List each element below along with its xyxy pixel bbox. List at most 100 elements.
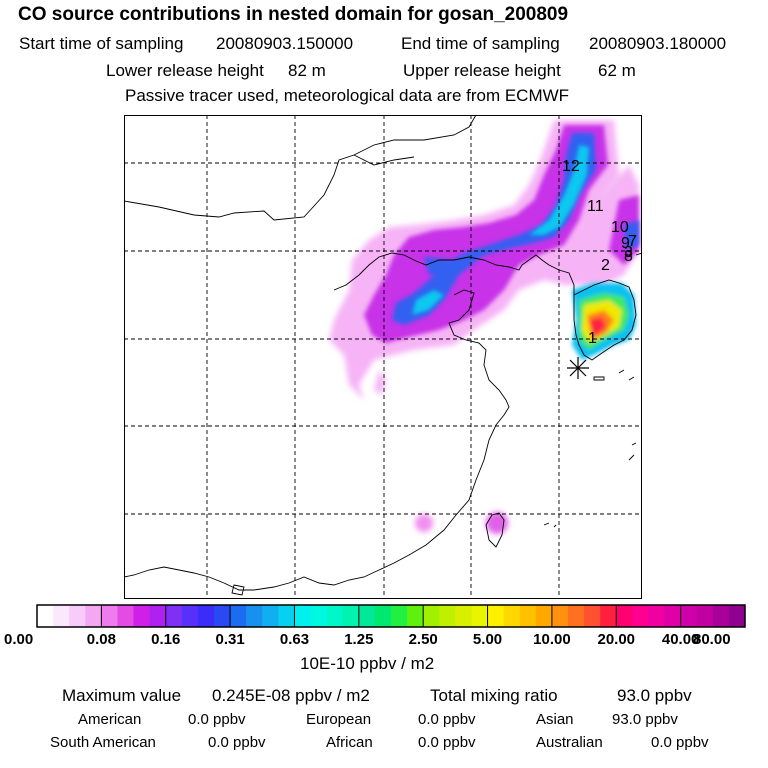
- start-time-label: Start time of sampling: [19, 34, 184, 53]
- colorbar-cell: [69, 605, 86, 627]
- colorbar-cell: [439, 605, 456, 627]
- colorbar-cell: [728, 605, 746, 627]
- region-value: 0.0 ppbv: [651, 734, 709, 751]
- colorbar-cell: [600, 605, 617, 627]
- colorbar-cell: [568, 605, 585, 627]
- colorbar-cell: [503, 605, 521, 627]
- region-name: Asian: [536, 711, 574, 728]
- trajectory-label-8: 8: [624, 248, 633, 265]
- colorbar-cell: [407, 605, 424, 627]
- region-name: South American: [50, 734, 156, 751]
- colorbar-tick-label: 5.00: [472, 631, 503, 648]
- colorbar-tick-label: 0.31: [215, 631, 245, 648]
- colorbar-cell: [262, 605, 279, 627]
- trajectory-label-12: 12: [562, 158, 580, 175]
- colorbar-cell: [712, 605, 730, 627]
- colorbar-cell: [680, 605, 698, 627]
- region-value: 93.0 ppbv: [612, 711, 678, 728]
- colorbar-cell: [535, 605, 553, 627]
- jeju-island: [593, 376, 605, 381]
- colorbar-tick-label: 20.00: [597, 631, 636, 648]
- colorbar-cell: [149, 605, 167, 627]
- colorbar-cell: [342, 605, 360, 627]
- max-value: 0.245E-08 ppbv / m2: [212, 686, 370, 705]
- colorbar-cell: [310, 605, 328, 627]
- trajectory-label-9: 9: [621, 235, 630, 252]
- colorbar-tick-label: 0.63: [279, 631, 310, 648]
- colorbar-cell: [648, 605, 666, 627]
- trajectory-label-10: 10: [611, 219, 629, 236]
- colorbar-cell: [294, 605, 312, 627]
- total-mixing-label: Total mixing ratio: [430, 686, 558, 705]
- trajectory-label-7: 7: [628, 233, 637, 250]
- colorbar-cell: [616, 605, 633, 627]
- trajectory-label-1: 1: [588, 330, 597, 347]
- hainan-coast: [231, 584, 245, 596]
- colorbar-cell: [326, 605, 344, 627]
- max-value-label: Maximum value: [62, 686, 182, 705]
- receptor-marker: [567, 357, 589, 379]
- upper-height-label: Upper release height: [403, 61, 561, 80]
- colorbar-cell: [214, 605, 231, 627]
- korea-coast: [573, 279, 637, 361]
- korea-hotspot: [572, 283, 636, 360]
- upper-height-value: 62 m: [598, 61, 636, 80]
- colorbar-tick-label: 0.00: [4, 631, 34, 648]
- colorbar-cell: [696, 605, 714, 627]
- start-time-value: 20080903.150000: [216, 34, 354, 53]
- colorbar-cell: [165, 605, 183, 627]
- total-mixing-value: 93.0 ppbv: [617, 686, 692, 705]
- colorbar-cell: [53, 605, 70, 627]
- tracer-note: Passive tracer used, meteorological data…: [125, 86, 570, 105]
- colorbar-tick-label: 0.16: [151, 631, 181, 648]
- colorbar-cell: [133, 605, 151, 627]
- colorbar-tick-label: 80.00: [693, 631, 731, 648]
- region-value: 0.0 ppbv: [418, 711, 476, 728]
- end-time-label: End time of sampling: [401, 34, 560, 53]
- colorbar-cell: [197, 605, 215, 627]
- colorbar-cell: [85, 605, 102, 627]
- colorbar-cell: [632, 605, 649, 627]
- region-value: 0.0 ppbv: [188, 711, 246, 728]
- mongolia-border: [353, 154, 415, 166]
- region-name: European: [306, 711, 372, 728]
- map-frame: [124, 115, 642, 599]
- colorbar-tick-label: 1.25: [344, 631, 374, 648]
- china-coast: [333, 252, 575, 295]
- coastlines: [124, 115, 642, 596]
- region-value: 0.0 ppbv: [208, 734, 266, 751]
- lower-height-value: 82 m: [288, 61, 326, 80]
- colorbar-cell: [374, 605, 392, 627]
- colorbar-cell: [471, 605, 489, 627]
- concentration-plume-blue: [392, 133, 639, 325]
- colorbar-tick-label: 0.08: [86, 631, 116, 648]
- colorbar-cell: [358, 605, 376, 627]
- end-time-value: 20080903.180000: [589, 34, 727, 53]
- colorbar-cell: [664, 605, 682, 627]
- colorbar-cell: [278, 605, 295, 627]
- colorbar-cell: [117, 605, 135, 627]
- region-name: American: [78, 711, 142, 728]
- lower-height-label: Lower release height: [106, 61, 264, 80]
- region-name: African: [326, 734, 373, 751]
- colorbar-cell: [101, 605, 118, 627]
- region-name: Australian: [536, 734, 603, 751]
- bohai-coast: [124, 289, 510, 591]
- colorbar-cell: [246, 605, 263, 627]
- plot-title: CO source contributions in nested domain…: [18, 4, 569, 25]
- colorbar-cell: [230, 605, 247, 627]
- trajectory-label-2: 2: [601, 257, 610, 274]
- colorbar-cell: [391, 605, 408, 627]
- colorbar-unit: 10E-10 ppbv / m2: [300, 654, 435, 673]
- region-value: 0.0 ppbv: [418, 734, 476, 751]
- lat-lon-grid: [124, 115, 642, 599]
- colorbar-cell: [551, 605, 569, 627]
- colorbar-tick-label: 40.00: [661, 631, 700, 648]
- north-border: [124, 115, 477, 221]
- colorbar-cell: [487, 605, 505, 627]
- colorbar-cell: [519, 605, 537, 627]
- trajectory-label-11: 11: [587, 198, 604, 215]
- taiwan-coast: [485, 512, 505, 548]
- colorbar: [36, 604, 746, 628]
- colorbar-cell: [37, 605, 54, 627]
